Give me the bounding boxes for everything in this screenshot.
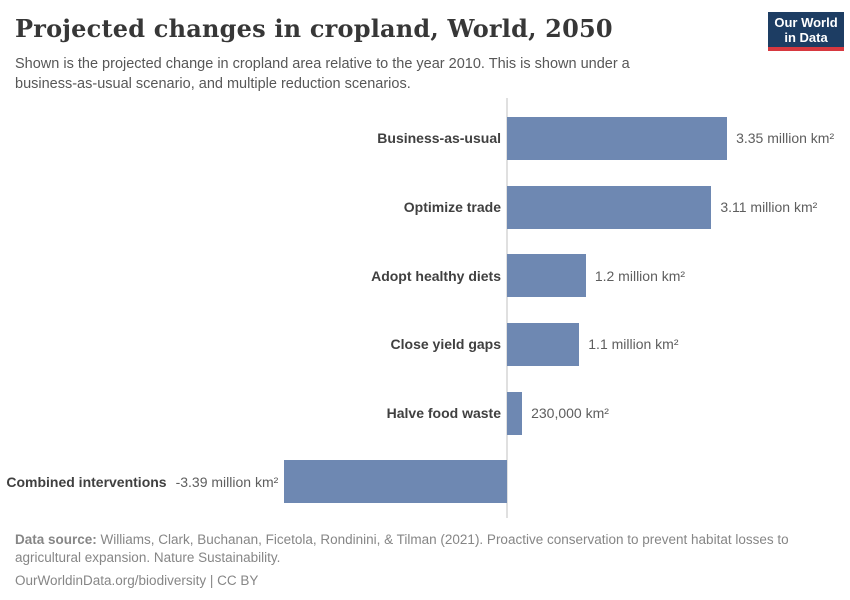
label-group-combined-interventions: Combined interventions -3.39 million km² xyxy=(6,474,278,490)
chart-subtitle-line1: Shown is the projected change in croplan… xyxy=(15,56,630,72)
biodiversity-link[interactable]: OurWorldinData.org/biodiversity xyxy=(15,573,207,588)
category-label-optimize-trade: Optimize trade xyxy=(403,199,501,216)
bar-combined-interventions[interactable] xyxy=(284,460,507,504)
chart-footer: Data source: Williams, Clark, Buchanan, … xyxy=(15,531,837,590)
owid-logo-text: Our World in Data xyxy=(768,12,844,47)
bar-halve-food-waste[interactable] xyxy=(507,391,523,435)
category-label-close-yield-gaps: Close yield gaps xyxy=(390,336,501,353)
value-label-adopt-healthy-diets: 1.2 million km² xyxy=(594,267,686,284)
footer-link-line: OurWorldinData.org/biodiversity | CC BY xyxy=(15,572,837,590)
chart-subtitle: Shown is the projected change in croplan… xyxy=(15,54,630,94)
page-title: Projected changes in cropland, World, 20… xyxy=(15,14,613,43)
value-label-halve-food-waste: 230,000 km² xyxy=(531,405,609,422)
zero-axis-line xyxy=(506,98,508,518)
bar-close-yield-gaps[interactable] xyxy=(507,322,580,366)
value-label-business-as-usual: 3.35 million km² xyxy=(736,130,835,147)
owid-logo-line1: Our World xyxy=(774,15,838,30)
category-label-combined-interventions: Combined interventions xyxy=(6,473,167,490)
bar-business-as-usual[interactable] xyxy=(507,116,728,160)
owid-logo-line2: in Data xyxy=(784,30,828,45)
bar-adopt-healthy-diets[interactable] xyxy=(507,254,586,298)
category-label-halve-food-waste: Halve food waste xyxy=(386,405,501,422)
owid-logo[interactable]: Our World in Data xyxy=(768,12,844,51)
category-label-adopt-healthy-diets: Adopt healthy diets xyxy=(371,267,501,284)
data-source-note: Data source: Williams, Clark, Buchanan, … xyxy=(15,531,837,567)
value-label-optimize-trade: 3.11 million km² xyxy=(720,199,818,216)
value-label-combined-interventions: -3.39 million km² xyxy=(175,473,279,490)
data-source-label: Data source: xyxy=(15,532,97,547)
cc-by-link[interactable]: CC BY xyxy=(217,573,259,588)
category-label-business-as-usual: Business-as-usual xyxy=(377,130,501,147)
chart-subtitle-line2: business-as-usual scenario, and multiple… xyxy=(15,76,411,92)
owid-logo-accent-bar xyxy=(768,47,844,51)
data-source-text: Williams, Clark, Buchanan, Ficetola, Ron… xyxy=(15,532,789,565)
value-label-close-yield-gaps: 1.1 million km² xyxy=(588,336,679,353)
footer-separator: | xyxy=(206,573,218,588)
bar-optimize-trade[interactable] xyxy=(507,185,712,229)
